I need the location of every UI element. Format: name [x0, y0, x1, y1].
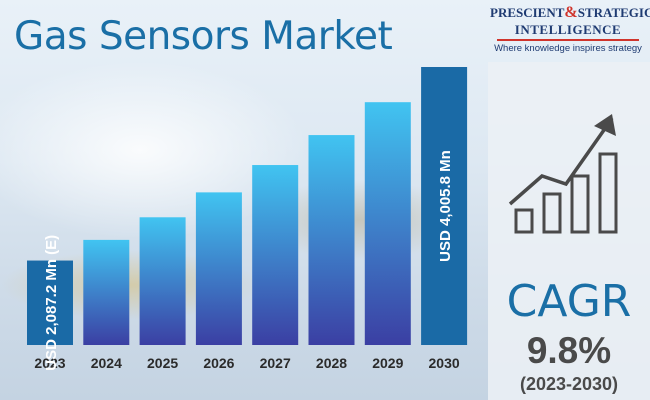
logo-wordmark: PRESCIENT&STRATEGIC: [490, 4, 650, 21]
data-label-2023: USD 2,087.2 Mn (E): [43, 235, 60, 371]
data-label-2030: USD 4,005.8 Mn: [437, 150, 454, 262]
bar-2026: [195, 192, 242, 345]
x-tick-label: 2027: [260, 355, 291, 371]
cagr-period: (2023-2030): [519, 374, 619, 394]
x-tick-label: 2026: [203, 355, 234, 371]
company-logo: PRESCIENT&STRATEGIC INTELLIGENCE Where k…: [490, 4, 650, 54]
x-tick-label: 2025: [147, 355, 178, 371]
cagr-value: 9.8%: [526, 330, 612, 371]
bar-chart: 2023 2024 2025 2026 2027 2028 2029 2030 USD 2,0…: [27, 67, 468, 371]
chart-title: Gas Sensors Market: [14, 14, 393, 59]
bar-2025: [139, 217, 186, 345]
bar-2028: [308, 135, 355, 345]
growth-chart-icon: [508, 114, 618, 234]
bar-2023: [27, 260, 73, 345]
bar-2029: [364, 102, 411, 345]
x-tick-label: 2028: [316, 355, 347, 371]
x-tick-label: 2023: [34, 355, 65, 371]
x-tick-label: 2030: [429, 355, 460, 371]
x-tick-label: 2029: [372, 355, 403, 371]
cagr-label: CAGR: [506, 276, 632, 327]
bar-2024: [83, 239, 130, 345]
x-tick-label: 2024: [91, 355, 122, 371]
logo-wordmark-line2: INTELLIGENCE: [514, 22, 622, 37]
logo-divider: [497, 39, 639, 41]
logo-tagline: Where knowledge inspires strategy: [494, 43, 642, 54]
bar-2027: [252, 165, 299, 345]
cagr-panel: CAGR 9.8% (2023-2030): [488, 62, 650, 400]
bar-2030: [421, 67, 468, 345]
